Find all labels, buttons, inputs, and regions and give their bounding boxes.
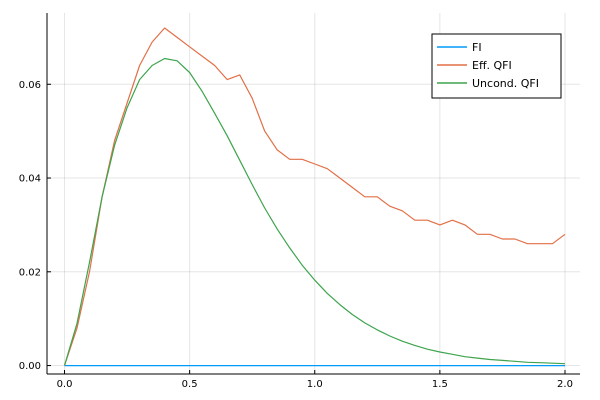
- x-tick-label: 2.0: [557, 379, 573, 390]
- tick-labels: 0.0 0.5 1.0 1.5 2.0 0.00 0.02 0.04 0.06: [19, 80, 573, 390]
- series-line-uncond-qfi: [63, 57, 566, 366]
- legend-label-uncond-qfi: Uncond. QFI: [472, 77, 539, 90]
- x-tick-label: 1.0: [307, 379, 323, 390]
- y-tick-label: 0.00: [19, 361, 41, 372]
- x-tick-label: 0.5: [182, 379, 198, 390]
- y-tick-label: 0.02: [19, 267, 41, 278]
- y-tick-label: 0.04: [19, 174, 41, 185]
- legend-box: [431, 33, 562, 99]
- legend-label-fi: FI: [472, 41, 482, 54]
- x-tick-label: 0.0: [57, 379, 73, 390]
- legend-label-eff-qfi: Eff. QFI: [472, 59, 512, 72]
- series-line-eff-qfi: [63, 27, 566, 366]
- series-lines: [63, 27, 566, 367]
- legend: FI Eff. QFI Uncond. QFI: [431, 33, 562, 99]
- axes: [46, 13, 580, 375]
- x-tick-label: 1.5: [432, 379, 448, 390]
- y-tick-label: 0.06: [19, 80, 41, 91]
